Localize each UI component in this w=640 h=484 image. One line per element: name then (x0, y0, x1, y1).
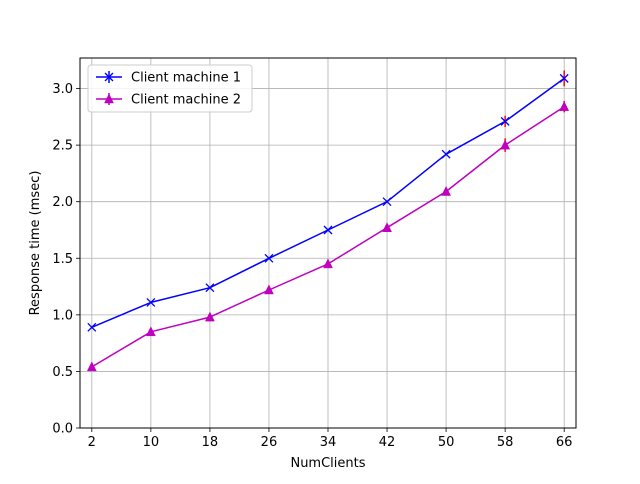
x-marker-stroke (382, 197, 392, 207)
x-axis-title: NumClients (290, 456, 365, 471)
legend-label: Client machine 1 (131, 71, 241, 86)
y-tick-label: 1.0 (52, 308, 73, 323)
y-tick-label: 1.5 (52, 252, 73, 267)
series-1-point (500, 116, 510, 126)
x-marker-stroke (441, 149, 451, 159)
series-2-point (264, 284, 274, 295)
series-1-point (264, 253, 274, 263)
series-2-point (86, 361, 97, 372)
series-2-point (382, 222, 392, 232)
x-marker-stroke (205, 283, 215, 293)
x-tick-label: 2 (88, 435, 96, 450)
y-tick-label: 0.5 (52, 365, 73, 380)
legend-box (87, 64, 253, 113)
series-2-point (500, 139, 511, 150)
series-2-point (559, 101, 570, 111)
x-tick-label: 34 (320, 435, 337, 450)
x-tick-label: 66 (556, 435, 573, 450)
series-2-point (205, 311, 215, 322)
series-2-point (323, 258, 333, 269)
legend-item: Client machine 2 (96, 93, 241, 108)
series-1-point (382, 197, 392, 207)
x-marker-stroke (146, 297, 156, 307)
x-tick-label: 10 (143, 435, 160, 450)
series-layer (86, 70, 570, 372)
x-marker-stroke (323, 225, 333, 235)
series-1-point (559, 73, 569, 83)
x-tick-label: 26 (261, 435, 278, 450)
series-2 (86, 100, 570, 372)
series-1-point (323, 225, 333, 235)
x-marker-stroke (87, 322, 97, 332)
legend: Client machine 1 Client machine 2 (87, 64, 253, 113)
x-axis: 2 10 18 26 34 42 50 58 66 (88, 428, 573, 450)
y-tick-label: 2.0 (52, 195, 73, 210)
y-axis: 0.0 0.5 1.0 1.5 2.0 2.5 3.0 (52, 82, 80, 437)
x-tick-label: 42 (379, 435, 396, 450)
series-1-point (205, 283, 215, 293)
series-2-point (441, 185, 451, 196)
x-marker-stroke (264, 253, 274, 263)
series-1-point (87, 322, 97, 332)
y-tick-label: 0.0 (52, 422, 73, 437)
x-tick-label: 50 (438, 435, 455, 450)
legend-label: Client machine 2 (131, 93, 241, 108)
legend-item: Client machine 1 (96, 71, 241, 86)
x-marker-stroke (559, 73, 569, 83)
series-1-point (441, 149, 451, 159)
series-1 (87, 70, 569, 332)
y-tick-label: 3.0 (52, 82, 73, 97)
series-2-point (145, 326, 156, 337)
series-1-point (146, 297, 156, 307)
x-tick-label: 58 (497, 435, 514, 450)
y-axis-title: Response time (msec) (28, 171, 43, 316)
x-tick-label: 18 (202, 435, 219, 450)
y-tick-label: 2.5 (52, 139, 73, 154)
x-marker-stroke (500, 116, 510, 126)
